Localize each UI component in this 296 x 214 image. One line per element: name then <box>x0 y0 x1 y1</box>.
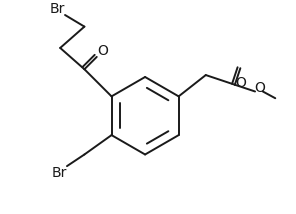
Text: O: O <box>97 45 108 58</box>
Text: O: O <box>255 81 265 95</box>
Text: O: O <box>235 76 246 90</box>
Text: Br: Br <box>52 166 67 180</box>
Text: Br: Br <box>50 2 65 16</box>
